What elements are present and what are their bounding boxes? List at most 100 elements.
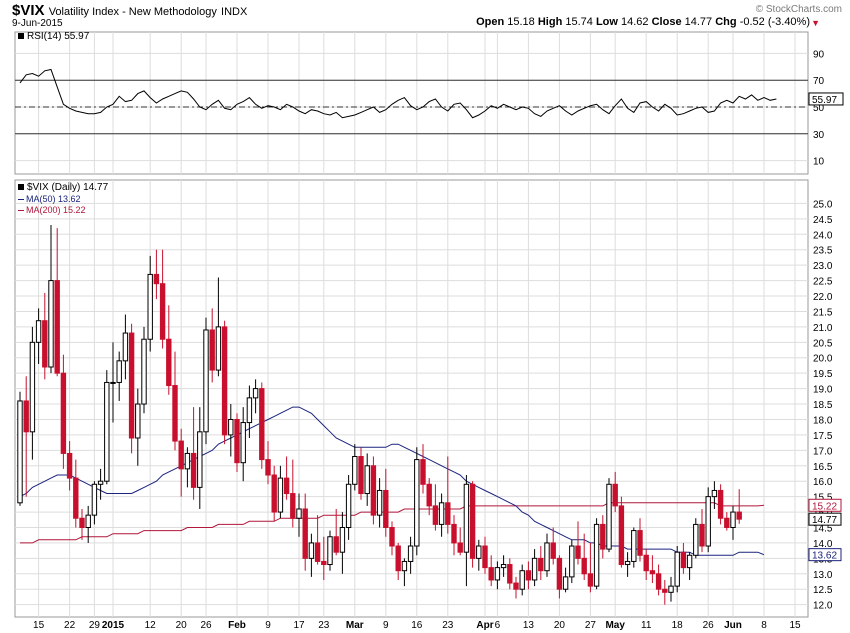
rsi-last-value-box: [808, 92, 844, 106]
price-tick-label: 19.0: [813, 385, 833, 396]
x-tick-label: 26: [703, 620, 715, 631]
candle-body: [277, 477, 284, 513]
open-label: Open: [476, 16, 505, 28]
candle-body: [345, 483, 352, 528]
candle-body: [680, 551, 687, 569]
candle-body: [259, 388, 265, 461]
x-tick-label: 9: [265, 620, 271, 631]
candle-body: [97, 480, 104, 485]
candle-body: [488, 567, 494, 581]
candle-body: [655, 573, 662, 590]
rsi-last-value: 55.97: [812, 95, 837, 106]
candle-body: [575, 545, 581, 559]
candle-body: [283, 477, 290, 495]
candle-body: [60, 372, 67, 454]
x-tick-label: 15: [789, 620, 801, 631]
candle-body: [519, 570, 525, 590]
price-tick-label: 14.0: [813, 539, 833, 550]
high-value: 15.74: [565, 16, 593, 28]
ma50-legend-swatch: [18, 199, 24, 201]
chg-value: -0.52 (-3.40%): [739, 16, 810, 28]
candle-body: [308, 542, 315, 559]
rsi-tick-label: 10: [813, 157, 825, 168]
price-tick-label: 23.5: [813, 246, 833, 257]
ma200-line: [20, 502, 765, 544]
candle-body: [54, 280, 60, 374]
price-tick-label: 16.5: [813, 462, 833, 473]
exchange: INDX: [221, 6, 248, 18]
x-tick-label: 12: [145, 620, 157, 631]
candle-body: [234, 418, 240, 464]
candle-body: [686, 554, 693, 569]
rsi-line: [19, 68, 777, 119]
price-tick-label: 24.0: [813, 230, 833, 241]
candle-body: [35, 320, 42, 343]
candle-body: [711, 489, 718, 498]
price-tick-label: 25.0: [813, 199, 833, 210]
close-value: 14.77: [684, 16, 713, 28]
price-tick-label: 18.5: [813, 400, 833, 411]
rsi-tick-label: 70: [813, 76, 825, 87]
price-tick-label: 16.0: [813, 477, 833, 488]
price-tick-label: 17.5: [813, 431, 833, 442]
x-tick-label: 29: [89, 620, 101, 631]
candle-body: [600, 523, 606, 550]
candle-body: [556, 557, 563, 590]
down-triangle-icon: ▼: [811, 18, 820, 28]
candle-body: [302, 508, 308, 559]
ma50-last-value-box: [808, 548, 842, 562]
candle-body: [221, 326, 228, 436]
price-tick-label: 14.5: [813, 523, 833, 534]
candle-body: [407, 545, 414, 562]
candle-body: [631, 530, 637, 562]
candle-body: [525, 570, 532, 581]
x-tick-label: 22: [64, 620, 76, 631]
candle-body: [79, 517, 85, 528]
candle-body: [172, 385, 178, 442]
candle-body: [476, 545, 482, 559]
x-tick-label: 23: [318, 620, 330, 631]
rsi-legend-swatch: [18, 33, 24, 39]
ma50-legend: MA(50) 13.62: [18, 194, 81, 204]
candle-body: [624, 560, 631, 566]
candle-body: [736, 511, 742, 520]
candle-body: [730, 511, 736, 528]
candle-body: [457, 542, 463, 553]
candle-body: [445, 502, 451, 525]
candle-body: [290, 493, 296, 519]
candle-body: [538, 557, 544, 572]
candle-body: [643, 554, 649, 572]
candle-body: [383, 489, 389, 528]
candle-body: [717, 489, 724, 519]
candle-body: [190, 452, 197, 488]
candle-body: [228, 418, 234, 436]
rsi-legend-text: RSI(14) 55.97: [27, 31, 90, 42]
candle-body: [73, 477, 79, 519]
candle-body: [122, 332, 129, 362]
x-tick-label: 15: [33, 620, 45, 631]
price-tick-label: 17.0: [813, 446, 833, 457]
candle-body: [426, 483, 432, 507]
candle-body: [252, 388, 259, 399]
candle-body: [432, 505, 439, 525]
candle-body: [420, 459, 426, 485]
price-panel-frame: [14, 179, 809, 618]
candle-body: [544, 542, 550, 572]
candle-body: [135, 403, 141, 439]
x-tick-label: 6: [495, 620, 501, 631]
open-value: 15.18: [507, 16, 535, 28]
price-tick-label: 21.5: [813, 307, 833, 318]
candle-body: [668, 585, 674, 593]
candle-body: [116, 360, 122, 383]
price-legend: $VIX (Daily) 14.77: [18, 182, 108, 193]
candle-body: [104, 381, 110, 482]
x-tick-label: 26: [200, 620, 212, 631]
x-tick-label: 9: [383, 620, 389, 631]
candle-body: [482, 545, 488, 569]
x-tick-label: Apr: [476, 620, 493, 631]
ma50-last-value: 13.62: [812, 551, 837, 562]
candle-body: [699, 523, 705, 547]
price-tick-label: 22.0: [813, 292, 833, 303]
candle-body: [674, 551, 680, 587]
